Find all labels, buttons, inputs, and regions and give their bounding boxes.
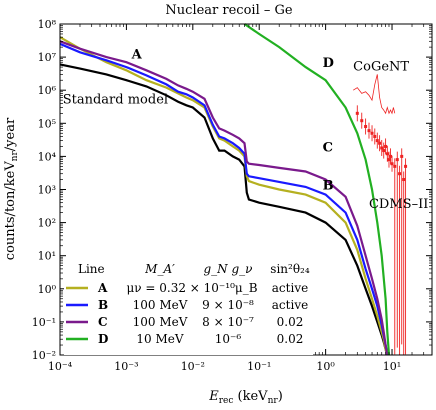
legend-sin2: 0.02: [277, 315, 304, 329]
cdms-data-point: [398, 172, 402, 176]
cdms-data-point: [380, 146, 384, 150]
y-tick-label: 10²: [38, 217, 56, 230]
legend-sin2: active: [272, 298, 308, 312]
curve-labels: A B C D Standard model CoGeNT CDMS–II: [63, 48, 429, 212]
cdms-data-point: [378, 141, 382, 145]
cdms-data-point: [389, 154, 393, 158]
cdms-data-point: [384, 144, 388, 148]
legend-coupling: 9 × 10⁻⁸: [202, 298, 254, 312]
x-axis: 10⁻⁴ 10⁻³ 10⁻² 10⁻¹ 10⁰ 10¹: [48, 24, 433, 373]
legend-key: A: [97, 281, 108, 295]
cdms-data-point: [400, 154, 404, 158]
cdms-data-point: [387, 158, 391, 162]
legend-mass: 100 MeV: [133, 298, 188, 312]
legend-header: Line: [78, 262, 105, 276]
series-line-standard-model: [59, 63, 389, 356]
legend-key: C: [98, 315, 108, 329]
series-line-d: [243, 23, 391, 356]
legend-mass: 10 MeV: [136, 332, 183, 346]
cdms-data-point: [404, 164, 408, 168]
y-axis: 10⁻² 10⁻¹ 10⁰ 10¹ 10² 10³ 10⁴ 10⁵ 10⁶ 10⁷ 10⁸: [32, 18, 432, 362]
legend: Line M_A′ g_N g_ν sin²θ₂₄ A μν = 0.32 × 10⁻¹⁰…: [64, 259, 313, 355]
cdms-data-point: [367, 129, 371, 133]
curve-label-a: A: [131, 48, 143, 63]
curve-label-cdms-ii: CDMS–II: [369, 197, 428, 212]
cdms-data-point: [395, 158, 399, 162]
series-line-b: [59, 42, 389, 356]
legend-box: [64, 259, 313, 355]
cdms-data-point: [390, 162, 394, 166]
y-tick-label: 10⁸: [38, 18, 57, 31]
y-axis-label: counts/ton/keVnr/year: [3, 117, 20, 260]
curve-label-d: D: [323, 56, 334, 71]
y-tick-label: 10⁻²: [32, 349, 56, 362]
curve-label-standard-model: Standard model: [63, 92, 168, 107]
cdms-data-point: [360, 119, 364, 123]
cdms-data-point: [373, 134, 377, 138]
legend-sin2: 0.02: [277, 332, 304, 346]
curve-label-cogent: CoGeNT: [353, 59, 409, 74]
cdms-data-point: [393, 164, 397, 168]
series-line-cogent: [352, 74, 396, 115]
cdms-data-point: [370, 131, 374, 135]
legend-header: M_A′: [144, 262, 175, 276]
y-tick-label: 10⁰: [38, 283, 57, 296]
series-line-c: [59, 40, 389, 356]
curve-label-b: B: [323, 179, 334, 194]
curve-label-c: C: [323, 141, 333, 156]
legend-header: sin²θ₂₄: [270, 262, 310, 276]
x-tick-label: 10⁻³: [114, 360, 138, 373]
legend-coupling: 10⁻⁶: [215, 332, 242, 346]
cdms-data-point: [355, 111, 359, 115]
cdms-data-point: [385, 152, 389, 156]
y-tick-label: 10⁶: [38, 84, 57, 97]
x-tick-label: 10¹: [383, 360, 401, 373]
legend-coupling: 8 × 10⁻⁷: [202, 315, 254, 329]
legend-sin2: active: [272, 281, 308, 295]
cdms-data-point: [382, 149, 386, 153]
cdms-data-point: [364, 125, 368, 129]
x-tick-label: 10⁰: [316, 360, 335, 373]
y-tick-label: 10⁵: [38, 117, 56, 130]
y-tick-label: 10⁴: [38, 150, 57, 163]
x-tick-label: 10⁻²: [181, 360, 205, 373]
legend-header: g_N g_ν: [204, 262, 253, 276]
legend-mass: μν = 0.32 × 10⁻¹⁰μ_B: [126, 281, 257, 295]
x-tick-label: 10⁻¹: [247, 360, 271, 373]
cdms-data-point: [402, 178, 406, 182]
cdms-data-point: [375, 139, 379, 143]
x-tick-label: 10⁻⁴: [48, 360, 73, 373]
legend-key: D: [98, 332, 108, 346]
y-tick-label: 10³: [38, 184, 56, 197]
data-points-layer: [355, 105, 408, 355]
legend-key: B: [98, 298, 108, 312]
legend-mass: 100 MeV: [133, 315, 188, 329]
chart-title: Nuclear recoil – Ge: [165, 3, 292, 18]
x-axis-label: Erec (keVnr): [208, 389, 283, 406]
y-tick-label: 10⁻¹: [32, 316, 56, 329]
y-tick-label: 10⁷: [38, 51, 57, 64]
series-layer: [59, 23, 396, 356]
y-tick-label: 10¹: [38, 250, 56, 263]
